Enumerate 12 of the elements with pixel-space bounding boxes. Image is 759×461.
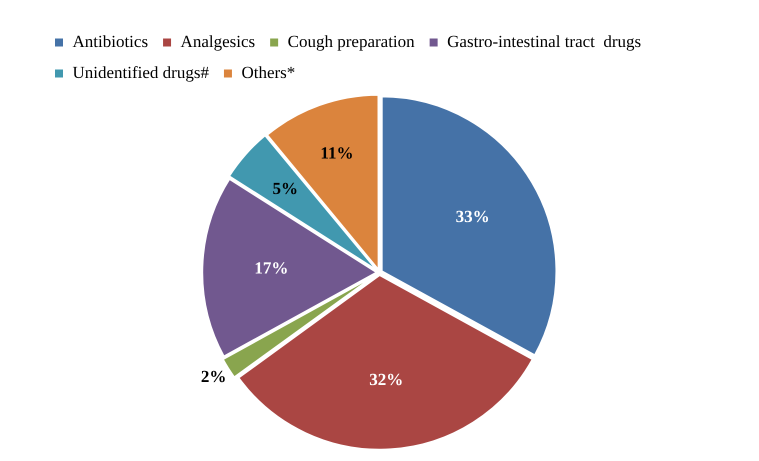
data-label: 32% bbox=[369, 370, 404, 389]
legend-label: Analgesics bbox=[180, 32, 256, 51]
data-label: 33% bbox=[456, 206, 490, 226]
data-label: 2% bbox=[200, 367, 226, 386]
data-label: 17% bbox=[254, 258, 288, 278]
data-label: 5% bbox=[272, 178, 298, 198]
data-label: 11% bbox=[320, 144, 354, 163]
legend-label: Others* bbox=[241, 62, 296, 82]
legend-label: Antibiotics bbox=[72, 32, 148, 51]
legend-label: Unidentified drugs# bbox=[72, 62, 210, 82]
legend-label: Gastro-intestinal tract drugs bbox=[447, 32, 642, 51]
legend-label: Cough preparation bbox=[288, 32, 416, 51]
